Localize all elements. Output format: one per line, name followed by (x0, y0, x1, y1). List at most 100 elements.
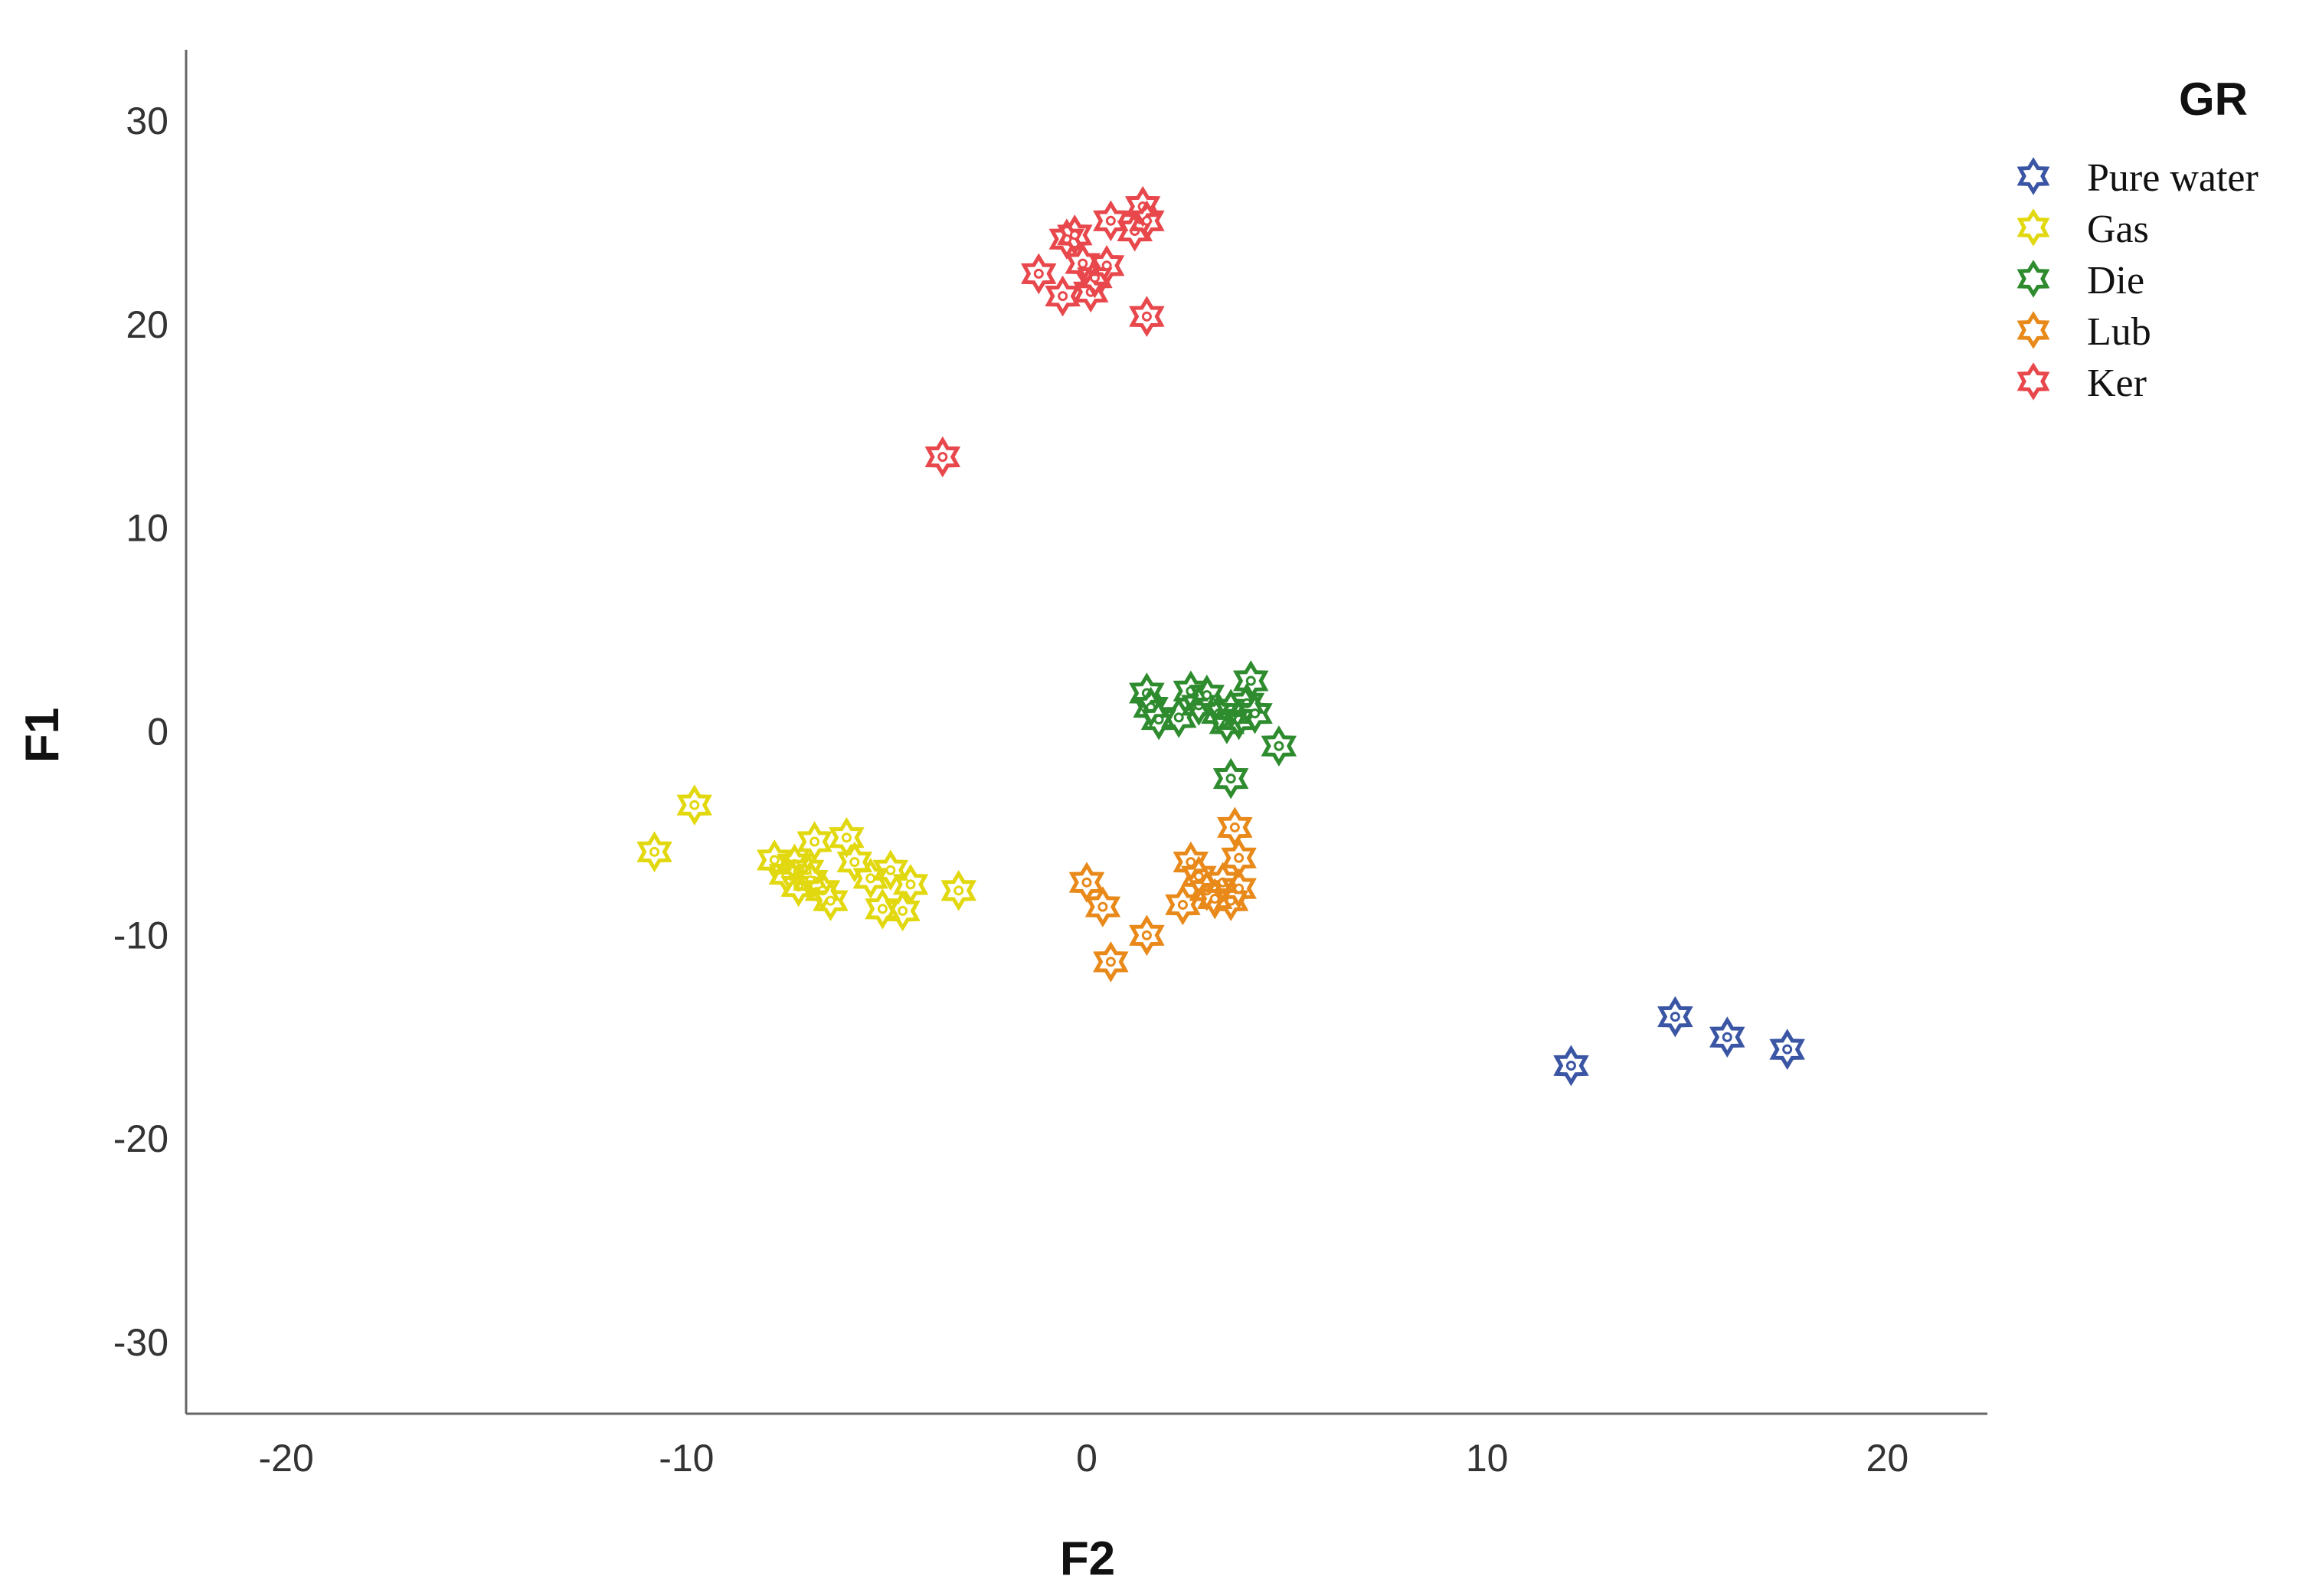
data-point-center (953, 885, 964, 896)
y-tick-label: -10 (113, 914, 168, 957)
data-point (1221, 868, 1257, 910)
data-point (1140, 698, 1177, 741)
data-point (836, 841, 873, 883)
x-axis-ticks: -20 -10 0 10 20 (259, 1437, 1909, 1480)
data-point (1181, 685, 1217, 726)
legend-item: Gas (2017, 208, 2149, 251)
legend-marker (2017, 208, 2050, 247)
series-pure-water (1553, 996, 1805, 1087)
data-point (940, 869, 977, 911)
data-point (1212, 757, 1249, 800)
data-point (788, 849, 825, 891)
data-point (1212, 880, 1249, 921)
data-point-center (1078, 258, 1088, 269)
data-point (1232, 660, 1269, 702)
data-point-center (1177, 899, 1188, 910)
data-point (1217, 806, 1253, 849)
legend-label: Pure water (2087, 156, 2259, 200)
x-tick-label: 0 (1076, 1437, 1097, 1480)
data-point (1237, 692, 1273, 734)
data-point-center (1234, 852, 1245, 863)
data-point (1084, 886, 1121, 927)
series-die (1129, 660, 1297, 800)
x-tick-label: 20 (1866, 1437, 1909, 1480)
data-point (813, 880, 849, 921)
data-point (636, 831, 672, 873)
legend-marker (2017, 311, 2050, 349)
data-point (1129, 200, 1165, 242)
y-tick-label: 0 (147, 711, 168, 754)
data-point (1209, 703, 1245, 744)
legend-marker (2017, 157, 2050, 195)
data-point-center (898, 905, 908, 916)
y-axis-ticks: 30 20 10 0 -10 -20 -30 (113, 100, 168, 1364)
data-point (1173, 841, 1209, 883)
series-gas (636, 784, 977, 932)
data-point-center (1081, 877, 1092, 888)
legend-item: Die (2017, 259, 2144, 303)
data-point (1129, 296, 1165, 338)
data-point (1165, 884, 1201, 926)
y-tick-label: 20 (126, 303, 168, 346)
data-point-center (1101, 260, 1112, 271)
data-point (1181, 855, 1217, 898)
legend-item: Ker (2017, 361, 2147, 405)
data-point (1129, 914, 1165, 957)
data-point (1133, 686, 1169, 728)
data-point (872, 849, 909, 891)
series-ker (924, 185, 1165, 478)
legend-item: Lub (2017, 310, 2151, 354)
y-tick-label: 30 (126, 100, 168, 142)
y-axis-title: F1 (16, 708, 69, 763)
data-point-center (877, 904, 888, 914)
data-point (1261, 725, 1297, 767)
data-point-center (689, 800, 700, 810)
data-point-center (1225, 773, 1236, 784)
data-point-center (769, 855, 780, 865)
x-tick-label: -20 (259, 1437, 314, 1480)
legend-label: Ker (2087, 361, 2147, 405)
data-point-center (1245, 675, 1256, 686)
data-point (852, 858, 888, 899)
legend-title: GR (2179, 74, 2248, 125)
data-point (804, 869, 841, 911)
data-point (885, 890, 921, 932)
data-point (892, 864, 929, 905)
data-point-center (1565, 1060, 1576, 1071)
data-point-center (1722, 1032, 1732, 1042)
data-point (796, 821, 832, 862)
data-point (924, 436, 961, 478)
data-point (1093, 200, 1129, 242)
data-point (1553, 1045, 1589, 1087)
data-point (1021, 253, 1057, 295)
data-point-center (825, 895, 836, 906)
data-point-center (1229, 822, 1240, 832)
data-point-center (1250, 708, 1261, 719)
data-point-center (849, 857, 860, 868)
legend-items: Pure water Gas Die Lub Ker (2017, 156, 2259, 405)
data-point-center (937, 452, 948, 463)
y-tick-label: 10 (126, 507, 168, 550)
legend-label: Lub (2087, 310, 2151, 354)
data-point (1093, 941, 1129, 983)
data-point-center (1670, 1012, 1680, 1022)
data-point-center (1782, 1044, 1793, 1055)
data-point-center (1173, 712, 1184, 723)
series-lub (1068, 806, 1257, 983)
data-points (636, 185, 1805, 1087)
y-tick-label: -20 (113, 1117, 168, 1160)
data-point-center (1141, 930, 1152, 940)
legend-label: Gas (2087, 208, 2149, 251)
x-axis-title: F2 (1060, 1532, 1115, 1585)
data-point (1709, 1016, 1745, 1058)
legend-marker (2017, 362, 2050, 401)
plot-area: 30 20 10 0 -10 -20 -30 -20 -10 0 10 20 (113, 50, 1987, 1480)
data-point (1657, 996, 1693, 1038)
data-point-center (1058, 291, 1068, 302)
data-point (1769, 1029, 1805, 1071)
data-point-center (1153, 715, 1164, 725)
data-point-center (1141, 215, 1152, 226)
data-point-center (649, 846, 660, 857)
data-point-center (841, 832, 852, 843)
